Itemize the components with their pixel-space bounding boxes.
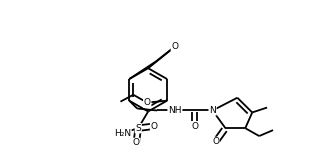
- Text: O: O: [171, 42, 178, 51]
- Text: H₂N: H₂N: [114, 129, 131, 138]
- Text: O: O: [144, 98, 151, 107]
- Text: O: O: [133, 138, 140, 147]
- Text: NH: NH: [168, 106, 182, 115]
- Text: O: O: [151, 122, 158, 131]
- Text: S: S: [135, 124, 141, 133]
- Text: O: O: [212, 137, 219, 146]
- Text: O: O: [191, 122, 198, 131]
- Text: N: N: [209, 106, 216, 115]
